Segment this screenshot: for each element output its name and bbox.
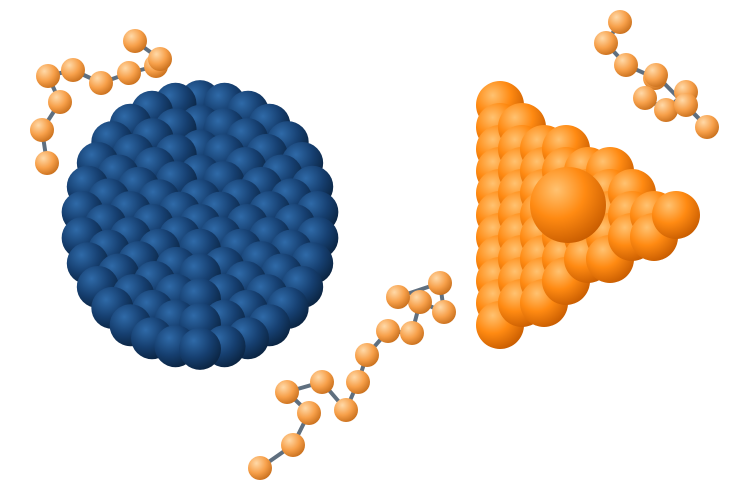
chain-bead <box>376 319 400 343</box>
chain-bead <box>248 456 272 480</box>
chain-bead <box>35 151 59 175</box>
chain-bead <box>633 86 657 110</box>
chain-bead <box>400 321 424 345</box>
chain-bead <box>432 300 456 324</box>
chain-bead <box>428 271 452 295</box>
ligand-chain-top-right <box>594 10 719 139</box>
cluster-atom <box>530 167 606 243</box>
chain-bead <box>614 53 638 77</box>
chain-bead <box>408 290 432 314</box>
chain-bead <box>123 29 147 53</box>
chain-bead <box>89 71 113 95</box>
chain-bead <box>281 433 305 457</box>
ligand-chain-top-left <box>30 29 172 175</box>
chain-bead <box>297 401 321 425</box>
chain-bead <box>48 90 72 114</box>
chain-bead <box>355 343 379 367</box>
chain-bead <box>148 47 172 71</box>
chain-bead <box>674 93 698 117</box>
chain-bead <box>275 380 299 404</box>
chain-bead <box>654 98 678 122</box>
ligand-chain-bottom <box>248 271 456 480</box>
chain-bead <box>36 64 60 88</box>
chain-bead <box>695 115 719 139</box>
chain-bead <box>644 63 668 87</box>
chain-bead <box>594 31 618 55</box>
chain-bead <box>608 10 632 34</box>
chain-bead <box>334 398 358 422</box>
cluster-atom <box>652 191 700 239</box>
chain-bead <box>386 285 410 309</box>
orange-tetrahedral-cluster <box>476 81 700 349</box>
chain-bead <box>117 61 141 85</box>
chain-bead <box>30 118 54 142</box>
cluster-atom <box>179 327 221 370</box>
chain-bead <box>346 370 370 394</box>
blue-icosahedral-cluster <box>61 80 339 370</box>
chain-bead <box>61 58 85 82</box>
chain-bead <box>310 370 334 394</box>
